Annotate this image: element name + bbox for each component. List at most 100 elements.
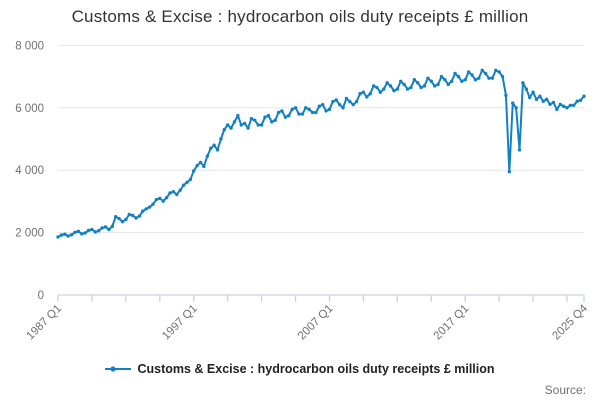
data-point-marker xyxy=(582,94,586,98)
data-point-marker xyxy=(120,219,125,224)
data-point-marker xyxy=(300,112,305,116)
data-point-marker xyxy=(202,164,206,169)
data-point-marker xyxy=(426,76,430,80)
data-point-marker xyxy=(270,120,274,124)
data-point-marker xyxy=(460,79,464,83)
data-point-marker xyxy=(164,195,169,200)
data-point-marker xyxy=(205,154,210,158)
data-point-marker xyxy=(534,97,539,102)
data-point-marker xyxy=(90,227,94,232)
x-axis-tick-label: 2007 Q1 xyxy=(296,303,336,343)
data-point-marker xyxy=(480,68,484,73)
data-point-marker xyxy=(158,196,162,200)
data-point-marker xyxy=(371,84,376,88)
legend-line-marker-icon xyxy=(105,366,132,372)
data-point-marker xyxy=(388,84,393,88)
data-point-marker xyxy=(198,160,203,165)
data-point-marker xyxy=(195,163,199,168)
data-point-marker xyxy=(507,170,512,174)
data-point-marker xyxy=(470,73,474,77)
data-point-marker xyxy=(354,99,359,104)
data-point-marker xyxy=(256,123,260,127)
data-point-marker xyxy=(416,81,420,85)
y-axis-tick-label: 4 000 xyxy=(15,165,44,177)
data-point-marker xyxy=(188,177,193,182)
data-point-marker xyxy=(110,224,115,229)
data-point-marker xyxy=(283,115,288,119)
data-point-marker xyxy=(280,109,284,113)
data-point-marker xyxy=(524,87,529,91)
data-point-marker xyxy=(368,92,372,96)
legend: Customs & Excise : hydrocarbon oils duty… xyxy=(0,359,600,379)
data-point-marker xyxy=(76,229,81,234)
data-point-marker xyxy=(86,228,91,233)
data-point-marker xyxy=(253,118,257,122)
data-point-marker xyxy=(477,76,481,80)
y-axis-tick-label: 8 000 xyxy=(15,40,44,52)
data-point-marker xyxy=(517,148,522,152)
data-point-marker xyxy=(456,74,461,79)
data-point-marker xyxy=(246,126,250,130)
data-point-marker xyxy=(436,82,440,87)
data-point-marker xyxy=(341,106,345,110)
data-point-marker xyxy=(500,74,505,79)
data-point-marker xyxy=(130,213,135,218)
data-point-marker xyxy=(331,99,335,104)
data-point-marker xyxy=(151,202,155,206)
y-axis-tick-label: 2 000 xyxy=(15,228,44,240)
data-point-marker xyxy=(137,214,142,218)
data-point-marker xyxy=(161,199,165,203)
data-point-marker xyxy=(59,233,64,237)
data-point-marker xyxy=(321,102,325,107)
data-point-marker xyxy=(375,85,379,90)
legend-label: Customs & Excise : hydrocarbon oils duty… xyxy=(137,362,495,376)
data-point-marker xyxy=(124,217,128,222)
data-point-marker xyxy=(297,112,301,116)
data-point-marker xyxy=(242,121,247,126)
data-point-marker xyxy=(144,207,148,211)
data-point-marker xyxy=(483,71,488,76)
data-point-marker xyxy=(487,76,491,80)
data-point-marker xyxy=(544,97,549,102)
data-point-marker xyxy=(239,123,243,127)
data-point-marker xyxy=(259,123,264,127)
data-point-marker xyxy=(422,84,427,88)
x-axis-tick-label: 2017 Q1 xyxy=(432,303,472,343)
source-label: Source: xyxy=(544,383,586,397)
data-point-marker xyxy=(66,234,70,238)
data-point-marker xyxy=(276,110,281,115)
data-point-marker xyxy=(232,120,237,124)
data-point-marker xyxy=(412,78,417,82)
data-point-marker xyxy=(249,117,254,121)
data-point-marker xyxy=(266,113,271,118)
data-point-marker xyxy=(449,79,454,83)
data-point-marker xyxy=(446,82,450,87)
data-point-marker xyxy=(334,98,338,102)
data-point-marker xyxy=(307,107,311,112)
data-point-marker xyxy=(558,102,562,107)
data-point-marker xyxy=(419,85,423,90)
data-point-marker xyxy=(192,169,196,173)
data-point-marker xyxy=(236,113,240,118)
data-point-marker xyxy=(83,231,87,235)
data-point-marker xyxy=(351,102,355,107)
data-point-marker xyxy=(229,126,233,130)
data-point-marker xyxy=(178,188,182,192)
data-point-marker xyxy=(263,115,267,119)
data-point-marker xyxy=(147,205,152,209)
data-point-marker xyxy=(385,81,389,85)
legend-item[interactable]: Customs & Excise : hydrocarbon oils duty… xyxy=(105,362,495,376)
data-point-marker xyxy=(565,106,569,110)
data-point-marker xyxy=(568,103,573,108)
data-point-marker xyxy=(212,143,216,147)
data-point-marker xyxy=(429,79,433,83)
data-point-marker xyxy=(538,94,542,98)
data-point-marker xyxy=(117,216,121,221)
data-point-marker xyxy=(453,71,457,76)
data-point-marker xyxy=(324,109,328,113)
data-point-marker xyxy=(181,183,186,187)
data-point-marker xyxy=(548,102,552,107)
data-point-marker xyxy=(382,87,386,91)
